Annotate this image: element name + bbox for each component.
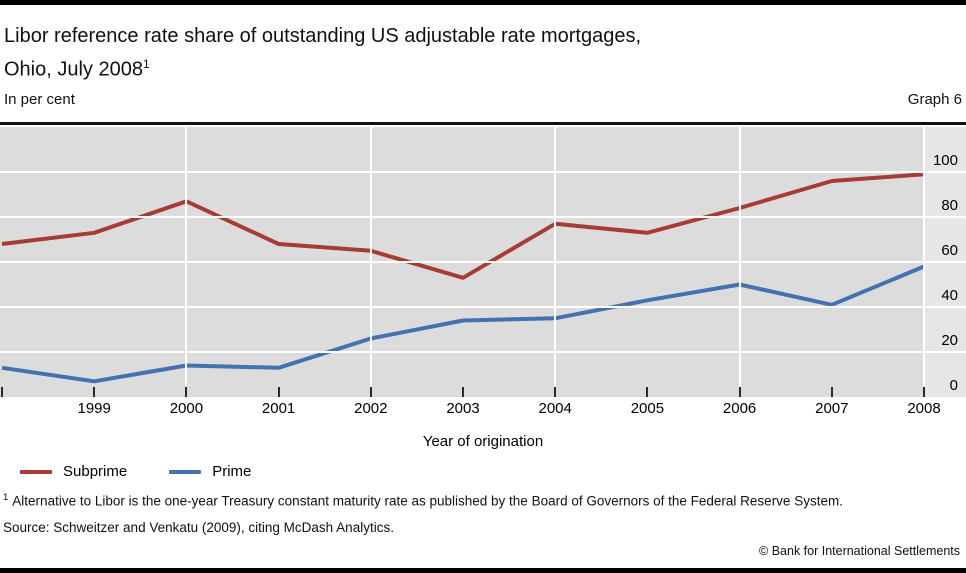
x-axis-tick [369,387,372,397]
y-axis-tick-label: 100 [932,152,958,169]
x-axis-tick [923,387,925,397]
legend-label-prime: Prime [212,463,252,480]
title-footnote-marker: 1 [142,57,150,71]
title-line-1: Libor reference rate share of outstandin… [4,25,642,47]
x-axis-tick-label: 1999 [77,400,111,417]
x-axis-tick-label: 2002 [354,400,388,417]
vertical-gridline [738,127,741,397]
x-axis-tick-label: 2008 [907,400,941,417]
y-axis-tick-label: 80 [941,197,958,214]
x-axis-tick-label: 2003 [446,400,480,417]
vertical-gridline [923,127,925,397]
x-axis-tick [1,387,3,397]
bottom-black-bar [0,568,966,573]
y-axis-tick-label: 40 [941,287,958,304]
x-axis-tick-labels: 1999 2000 2001 2002 2003 2004 2005 2006 2007 2008 [0,400,966,418]
source-line: Source: Schweitzer and Venkatu (2009), c… [3,520,394,535]
page-title: Libor reference rate share of outstandin… [4,22,954,84]
x-axis-tick-label: 2006 [722,400,757,417]
subprime-line [1,172,925,280]
line-chart-plot-area: 0 20 40 60 80 100 [0,127,966,397]
prime-line [1,264,925,384]
title-line-2: Ohio, July 2008 [4,58,143,81]
x-axis-tick-label: 2007 [815,400,849,417]
vertical-gridline [369,127,372,397]
chart-top-border [0,122,966,125]
top-black-bar [0,0,966,5]
footnote-marker: 1 [3,492,9,503]
chart-lines-svg [1,172,925,384]
horizontal-gridline [0,261,966,263]
x-axis-tick [93,387,96,397]
unit-label: In per cent [4,91,75,108]
x-axis-tick-label: 2000 [169,400,204,417]
x-axis-tick [277,387,280,397]
x-axis-tick [554,387,557,397]
subprime-line-swatch [20,469,52,474]
x-axis-tick-label: 2005 [630,400,665,417]
y-axis-tick-label: 0 [949,377,958,394]
vertical-gridline [185,127,188,397]
x-axis-tick-label: 2001 [261,400,296,417]
y-axis-tick-label: 20 [941,332,958,349]
legend-item-prime: Prime [169,463,251,480]
prime-line-swatch [169,469,202,474]
x-axis-tick [462,387,464,397]
y-axis-tick-label: 60 [941,242,958,259]
vertical-gridline [554,127,557,397]
graph-number-label: Graph 6 [907,91,962,108]
horizontal-gridline [0,216,966,218]
x-axis-tick [646,387,649,397]
horizontal-gridline [0,351,966,353]
legend-item-subprime: Subprime [20,463,127,480]
chart-legend: Subprime Prime [20,463,293,480]
x-axis-tick-label: 2004 [538,400,572,417]
copyright-notice: © Bank for International Settlements [759,544,960,558]
footnote: 1 Alternative to Libor is the one-year Tr… [3,492,965,509]
x-axis-tick [830,387,833,397]
legend-label-subprime: Subprime [63,463,128,480]
horizontal-gridline [0,306,966,308]
chart-subheader: In per cent Graph 6 [4,91,962,111]
footnote-text: Alternative to Libor is the one-year Tre… [12,493,843,509]
x-axis-tick [738,387,741,397]
horizontal-gridline [0,171,966,173]
x-axis-title: Year of origination [422,433,544,450]
x-axis-tick [185,387,188,397]
